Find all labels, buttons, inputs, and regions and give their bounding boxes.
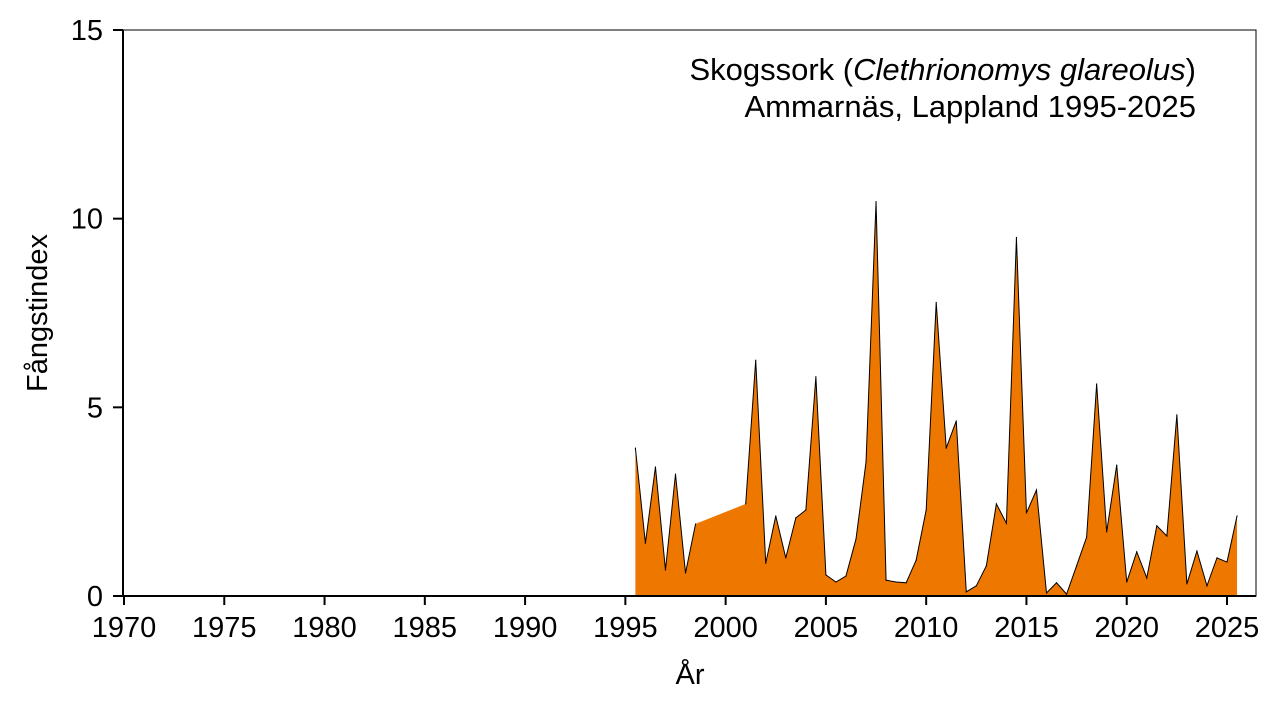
y-axis: 0 5 10 15 [71,15,124,613]
x-tick-label: 1995 [593,612,658,644]
data-point [925,509,927,511]
data-point [1035,489,1038,491]
data-point [765,562,767,564]
data-point [775,515,777,517]
data-point [664,569,667,571]
data-point [1106,531,1108,533]
data-point [1206,585,1208,587]
y-tick-label: 15 [71,15,103,47]
title-paren-open: ( [843,52,854,87]
x-tick-label: 1990 [493,612,558,644]
title-paren-close: ) [1186,52,1196,87]
data-point [1005,522,1008,524]
data-point [1075,565,1078,567]
x-tick-label: 1970 [92,612,157,644]
title-latin-name: Clethrionomys glareolus [853,52,1186,87]
data-point [995,503,997,505]
plot-area [634,201,1238,597]
x-tick-label: 1975 [192,612,257,644]
data-point [1055,582,1058,584]
y-tick-label: 10 [71,204,103,236]
data-point [1116,464,1118,466]
x-tick-label: 2005 [794,612,859,644]
data-point [1146,577,1148,579]
data-point [965,591,967,593]
data-point [644,542,647,544]
data-point [915,559,917,561]
data-point [975,585,977,587]
data-point [895,581,897,583]
data-point [1086,536,1088,538]
data-point [1096,383,1098,385]
data-point [634,447,636,449]
data-point [1045,592,1048,594]
data-point [674,473,677,475]
data-point [1196,550,1198,552]
data-point [745,503,747,505]
data-point [865,461,867,463]
x-tick-label: 2015 [994,612,1059,644]
data-point [935,301,937,304]
x-axis: 1970 1975 1980 1985 1990 1995 2000 2005 2010 2015… [92,595,1260,644]
y-axis-label: Fångstindex [22,234,54,392]
data-point [845,575,847,577]
chart-title: Skogssork (Clethrionomys glareolus) [689,52,1196,87]
chart-subtitle: Ammarnäs, Lappland 1995-2025 [744,89,1196,124]
x-tick-label: 2000 [693,612,758,644]
data-point [835,581,837,583]
data-point [985,565,987,567]
x-tick-label: 1980 [292,612,357,644]
data-point [825,574,827,576]
data-point [785,557,787,559]
title-common-name: Skogssork [689,52,834,87]
data-point [905,582,907,584]
x-tick-label: 2025 [1195,612,1260,644]
data-point [805,509,807,511]
data-point [1216,557,1218,559]
series-line [745,201,1238,596]
y-tick-label: 0 [87,581,103,613]
data-point [1126,581,1128,583]
data-point [654,466,657,468]
data-point [1025,512,1028,514]
data-point [1156,525,1158,527]
y-tick-label: 5 [87,392,103,424]
data-point [1136,551,1138,553]
data-point [755,359,757,361]
data-point [684,572,687,574]
data-point [885,579,887,581]
data-point [1015,236,1018,239]
data-point [1065,593,1068,595]
x-axis-label: År [676,658,705,691]
data-point [855,538,857,540]
data-point [955,420,957,422]
area-fill [635,201,1238,597]
data-point [1226,561,1228,563]
data-point [1236,515,1238,517]
data-point [1176,414,1178,416]
data-point [1166,535,1168,537]
x-tick-label: 2020 [1094,612,1159,644]
data-point [945,447,947,449]
data-point [1186,583,1188,585]
data-point [875,201,877,203]
x-tick-label: 2010 [894,612,959,644]
x-tick-label: 1985 [393,612,458,644]
data-point [815,376,817,378]
data-point [795,517,797,519]
data-point [694,523,697,525]
